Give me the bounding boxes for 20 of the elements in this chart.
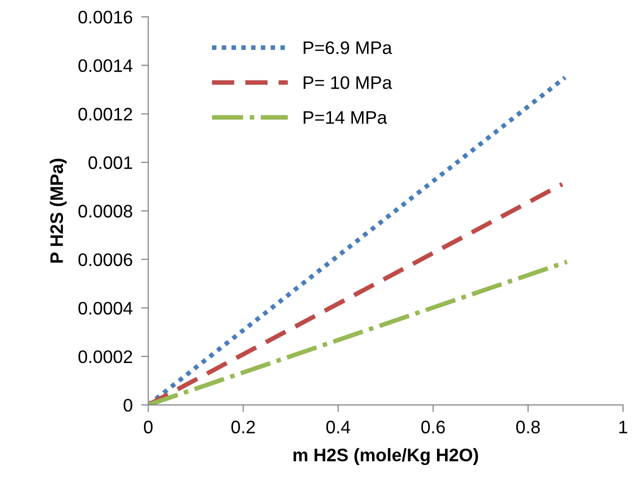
y-tick-label: 0.0008 bbox=[78, 204, 132, 218]
x-tick-label: 0.2 bbox=[231, 420, 255, 434]
x-tick-label: 1 bbox=[619, 420, 628, 434]
x-tick-label: 0.8 bbox=[516, 420, 540, 434]
y-tick-label: 0.0002 bbox=[78, 350, 132, 364]
y-axis-title: P H2S (MPa) bbox=[50, 158, 67, 263]
x-tick-label: 0.4 bbox=[326, 420, 350, 434]
x-tick-label: 0 bbox=[144, 420, 153, 434]
legend-label: P=6.9 MPa bbox=[304, 41, 392, 54]
x-axis-title: m H2S (mole/Kg H2O) bbox=[294, 448, 478, 466]
y-tick-label: 0 bbox=[124, 398, 132, 412]
y-tick-label: 0.0016 bbox=[78, 10, 132, 24]
x-tick-label: 0.6 bbox=[421, 420, 445, 434]
y-tick-label: 0.0012 bbox=[78, 108, 132, 121]
legend-label: P= 10 MPa bbox=[304, 76, 392, 89]
y-tick-label: 0.0006 bbox=[78, 253, 132, 266]
y-tick-label: 0.001 bbox=[88, 156, 132, 170]
legend-label: P=14 MPa bbox=[304, 111, 388, 124]
y-tick-label: 0.0014 bbox=[78, 59, 132, 72]
y-tick-label: 0.0004 bbox=[78, 302, 132, 315]
